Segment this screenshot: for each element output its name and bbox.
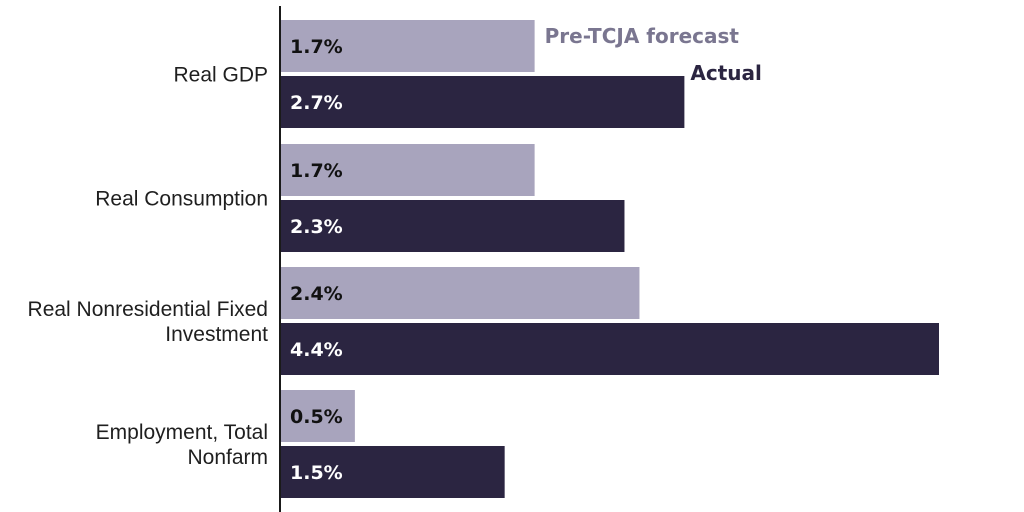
category-label: Nonfarm <box>187 446 268 469</box>
category-label: Real Consumption <box>95 187 268 210</box>
bar-forecast-1 <box>280 144 535 196</box>
bar-actual-1 <box>280 200 625 252</box>
bar-value-label: 0.5% <box>290 406 343 428</box>
bar-value-label: 2.3% <box>290 216 343 238</box>
bar-forecast-0 <box>280 20 535 72</box>
category-label: Employment, Total <box>96 421 268 444</box>
bar-forecast-2 <box>280 267 640 319</box>
legend-label-forecast: Pre-TCJA forecast <box>545 24 740 48</box>
labels-layer: 1.7% 2.7% Real GDP 1.7% 2.3% Real Consumption… <box>28 24 762 484</box>
bar-value-label: 1.5% <box>290 462 343 484</box>
bar-value-label: 2.4% <box>290 283 343 305</box>
bar-value-label: 4.4% <box>290 339 343 361</box>
category-label: Investment <box>165 323 268 346</box>
legend-label-actual: Actual <box>690 61 761 85</box>
bars-layer <box>280 20 939 498</box>
bar-value-label: 1.7% <box>290 160 343 182</box>
category-label: Real GDP <box>173 63 268 86</box>
bar-actual-0 <box>280 76 685 128</box>
bar-forecast-3 <box>280 390 355 442</box>
category-label: Real Nonresidential Fixed <box>28 298 268 321</box>
bar-actual-2 <box>280 323 939 375</box>
bar-value-label: 1.7% <box>290 36 343 58</box>
bar-value-label: 2.7% <box>290 92 343 114</box>
bar-actual-3 <box>280 446 505 498</box>
